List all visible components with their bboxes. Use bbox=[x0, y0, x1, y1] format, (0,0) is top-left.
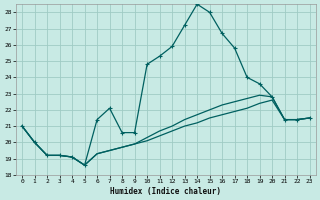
X-axis label: Humidex (Indice chaleur): Humidex (Indice chaleur) bbox=[110, 187, 221, 196]
